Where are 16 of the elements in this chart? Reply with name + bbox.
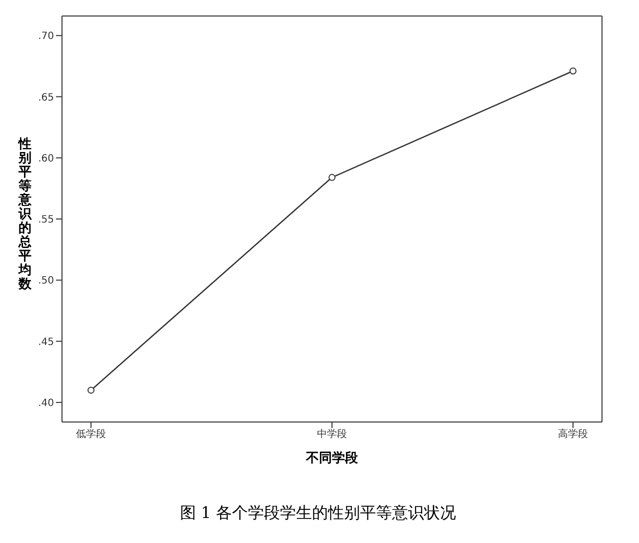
point — [328, 174, 336, 181]
y-tick-label: .40 — [38, 398, 54, 409]
y-tick-label: .55 — [38, 214, 54, 226]
point — [88, 386, 94, 394]
x-tick-label: 高学段 — [558, 428, 588, 440]
caption: 图 1 各个学段学生的性别平等意识状况 — [178, 503, 458, 524]
y-tick-label: .60 — [38, 153, 54, 164]
y-tick-label: .45 — [38, 336, 54, 348]
text: 性别平等意识的总平均数 — [18, 137, 32, 292]
x-tick-label: 中学段 — [317, 428, 347, 440]
point — [570, 68, 576, 75]
y-tick-label: .70 — [38, 31, 54, 42]
y-tick-label: .65 — [38, 92, 54, 104]
x-tick-label: 低学段 — [76, 428, 106, 440]
y-tick-label: .50 — [38, 276, 54, 287]
x-axis-title: 不同学段 — [305, 451, 359, 466]
